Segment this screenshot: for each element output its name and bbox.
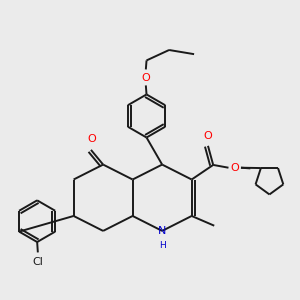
Text: O: O xyxy=(230,163,239,173)
Text: Cl: Cl xyxy=(32,257,43,267)
Text: N: N xyxy=(158,226,166,236)
Text: O: O xyxy=(87,134,96,145)
Text: O: O xyxy=(204,131,212,142)
Text: O: O xyxy=(142,73,150,83)
Text: H: H xyxy=(159,241,166,250)
